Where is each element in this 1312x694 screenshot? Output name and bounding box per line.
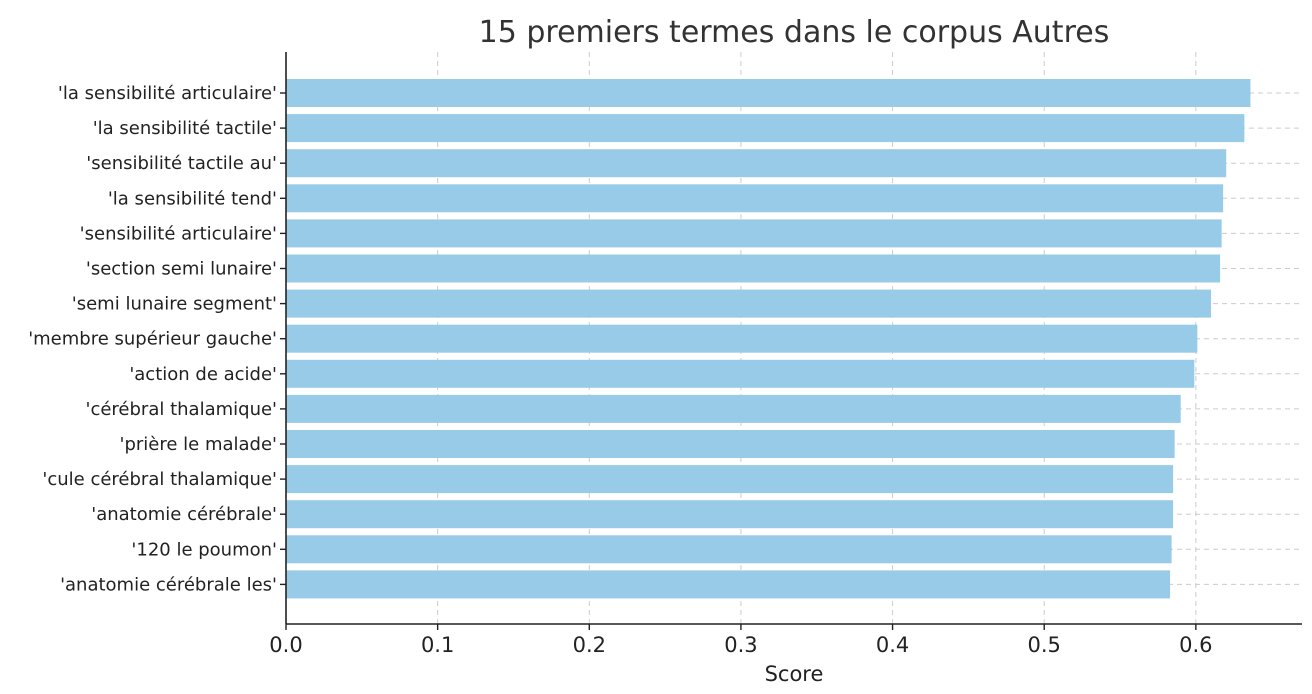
y-tick-label: 'semi lunaire segment' [72,294,277,315]
bar [286,430,1175,458]
bars [286,79,1251,599]
y-tick-label: 'prière le malade' [120,434,278,455]
x-axis-label: Score [765,662,824,686]
bar [286,465,1174,494]
bar [286,324,1198,353]
bar [286,500,1174,529]
x-tick-label: 0.0 [269,633,302,657]
y-tick-label: 'la sensibilité tactile' [93,118,277,139]
y-ticks: 'la sensibilité articulaire' 'la sensibil… [28,83,286,595]
x-tick-label: 0.4 [876,633,909,657]
x-tick-label: 0.3 [724,633,757,657]
y-tick-label: '120 le poumon' [131,539,277,560]
bar [286,359,1195,388]
bar [286,219,1222,248]
y-tick-label: 'cule cérébral thalamique' [42,469,277,490]
bar [286,254,1221,283]
x-tick-label: 0.2 [573,633,606,657]
bar [286,394,1181,423]
y-tick-label: 'sensibilité tactile au' [86,153,277,174]
bar [286,114,1245,143]
y-tick-label: 'la sensibilité articulaire' [58,83,277,104]
y-tick-label: 'action de acide' [129,364,277,385]
x-tick-label: 0.6 [1179,633,1212,657]
chart-title: 15 premiers termes dans le corpus Autres [479,15,1110,50]
y-tick-label: 'anatomie cérébrale' [91,504,277,525]
y-tick-label: 'sensibilité articulaire' [80,223,277,244]
y-tick-label: 'la sensibilité tend' [108,188,277,209]
bar [286,289,1212,318]
bar [286,149,1227,178]
bar [286,184,1224,213]
y-tick-label: 'anatomie cérébrale les' [60,574,277,595]
y-tick-label: 'cérébral thalamique' [86,399,278,420]
x-ticks: 0.0 0.1 0.2 0.3 0.4 0.5 0.6 [269,624,1213,657]
bar [286,79,1251,107]
bar [286,535,1172,564]
x-tick-label: 0.1 [421,633,454,657]
y-tick-label: 'membre supérieur gauche' [28,329,277,350]
bar [286,570,1171,599]
y-tick-label: 'section semi lunaire' [86,259,277,280]
x-tick-label: 0.5 [1028,633,1061,657]
